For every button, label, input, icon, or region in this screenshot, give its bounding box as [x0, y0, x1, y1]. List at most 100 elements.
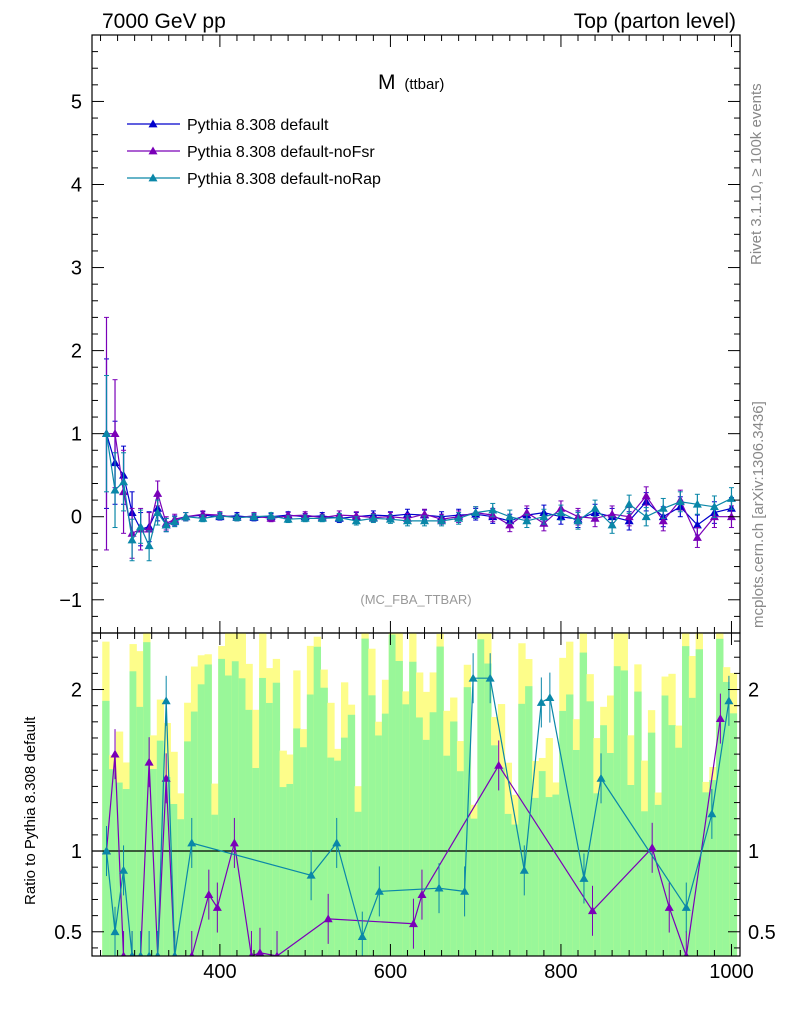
data-point — [198, 513, 208, 522]
data-point — [368, 513, 378, 522]
ratio-data-point — [587, 906, 597, 915]
ratio-data-point — [119, 865, 129, 874]
uncertainty-band-green — [688, 697, 697, 956]
data-point — [198, 509, 208, 518]
y-tick-label: 2 — [71, 341, 82, 363]
data-point — [641, 491, 651, 500]
data-point — [181, 512, 191, 521]
data-point — [351, 516, 361, 525]
uncertainty-band-green — [695, 649, 703, 956]
data-point — [488, 505, 498, 514]
data-point — [505, 520, 515, 529]
legend-label: Pythia 8.308 default-noFsr — [187, 144, 375, 161]
data-point — [437, 516, 447, 525]
y-tick-label: 5 — [71, 91, 82, 113]
data-point — [110, 429, 120, 438]
ratio-plot-panel: 0.5 0.5 1 1 2 2 400 600 800 1000 Ratio to Pythia … — [22, 632, 776, 983]
data-point — [556, 508, 566, 516]
data-point — [624, 512, 634, 521]
uncertainty-band-green — [156, 740, 165, 956]
uncertainty-band-green — [395, 660, 403, 956]
legend-marker — [148, 146, 158, 155]
uncertainty-band-green — [259, 677, 267, 956]
data-point — [675, 497, 685, 506]
plot-title-main: M — [378, 71, 396, 94]
ratio-data-point — [545, 693, 555, 701]
uncertainty-band-green — [654, 804, 663, 956]
data-point — [420, 516, 430, 525]
legend: Pythia 8.308 default Pythia 8.308 default… — [127, 117, 381, 188]
main-plot-panel: M (ttbar) (MC_FBA_TTBAR) Pythia 8.308 de… — [59, 34, 741, 634]
uncertainty-band-green — [306, 694, 315, 956]
main-plot-area — [101, 316, 736, 562]
data-point — [573, 516, 583, 525]
uncertainty-band-green — [668, 725, 676, 956]
uncertainty-band-green — [477, 639, 485, 956]
uncertainty-band-green — [143, 642, 151, 956]
ratio-data-point — [323, 914, 333, 923]
ratio-plot-area — [92, 633, 740, 956]
uncertainty-band-green — [634, 691, 642, 956]
data-point — [692, 499, 702, 508]
data-point — [144, 541, 154, 550]
uncertainty-band-green — [422, 739, 431, 956]
data-point — [726, 512, 736, 521]
legend-marker — [148, 119, 158, 128]
uncertainty-band-green — [511, 824, 519, 956]
data-point — [726, 493, 736, 502]
data-point — [119, 477, 129, 486]
uncertainty-band-green — [136, 706, 144, 956]
uncertainty-band-green — [238, 678, 246, 956]
ratio-data-point — [274, 951, 280, 956]
uncertainty-band-green — [504, 813, 512, 956]
ratio-series-line-1 — [105, 677, 730, 956]
data-point — [505, 512, 515, 521]
ratio-y-tick-label-right: 0.5 — [748, 922, 776, 944]
uncertainty-band-green — [436, 646, 444, 956]
ratio-data-point — [172, 951, 178, 956]
ratio-data-point — [212, 903, 222, 911]
uncertainty-band-green — [313, 646, 322, 956]
uncertainty-band-green — [361, 638, 369, 956]
data-point — [590, 503, 600, 512]
ratio-data-point — [120, 951, 127, 956]
data-point — [658, 516, 668, 525]
uncertainty-band-green — [347, 714, 356, 956]
header-energy-label: 7000 GeV pp — [102, 10, 226, 33]
ratio-data-point — [434, 883, 444, 892]
uncertainty-band-green — [586, 701, 594, 956]
data-point — [607, 520, 617, 529]
uncertainty-band-green — [354, 811, 362, 956]
uncertainty-band-green — [566, 694, 574, 956]
ratio-data-point — [417, 890, 427, 899]
ratio-data-point — [374, 886, 384, 895]
ratio-data-point — [596, 773, 606, 782]
data-point — [170, 517, 180, 526]
data-point — [385, 514, 395, 523]
ratio-data-point — [204, 890, 214, 899]
ratio-data-point — [579, 873, 589, 882]
uncertainty-band-green — [600, 725, 608, 956]
legend-label: Pythia 8.308 default — [187, 117, 329, 134]
uncertainty-band-green — [300, 747, 308, 956]
analysis-label: (MC_FBA_TTBAR) — [360, 592, 471, 607]
data-point — [471, 508, 481, 516]
uncertainty-band-green — [245, 709, 253, 956]
uncertainty-band-green — [545, 797, 553, 956]
data-point — [402, 516, 412, 525]
uncertainty-band-green — [484, 663, 492, 956]
data-point — [215, 511, 225, 520]
uncertainty-band-green — [102, 700, 110, 956]
uncertainty-band-green — [409, 661, 417, 956]
uncertainty-band-green — [552, 794, 560, 956]
uncertainty-band-green — [204, 664, 212, 956]
ratio-data-point — [306, 870, 316, 879]
ratio-data-point — [110, 749, 120, 758]
data-point — [334, 513, 344, 521]
uncertainty-band-green — [402, 704, 410, 956]
mcplots-source-label: mcplots.cern.ch [arXiv:1306.3436] — [750, 401, 767, 628]
ratio-data-point — [664, 903, 674, 911]
uncertainty-band-green — [456, 771, 465, 956]
ratio-plot-frame — [91, 632, 741, 957]
uncertainty-band-green — [716, 638, 724, 956]
